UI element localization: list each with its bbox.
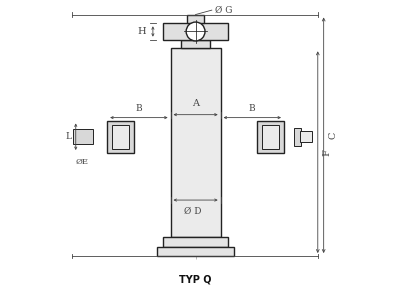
Bar [163,23,228,40]
Text: Ø D: Ø D [184,206,201,215]
Text: F: F [322,149,332,156]
Bar [157,247,234,256]
Bar [163,237,228,247]
Bar [300,131,312,142]
Text: B: B [136,104,142,113]
Text: C: C [329,132,338,139]
Text: TYP Q: TYP Q [179,274,212,285]
Text: ØE: ØE [76,158,89,166]
Bar [262,125,279,148]
Text: L: L [65,132,71,141]
Bar [170,48,221,237]
Bar [112,125,129,148]
Circle shape [186,22,205,41]
Bar [181,40,210,48]
Bar [73,129,94,144]
Text: B: B [249,104,256,113]
Bar [294,128,301,146]
Text: A: A [192,99,199,108]
Text: H: H [138,27,146,36]
Text: Ø G: Ø G [215,6,232,15]
Bar [187,15,204,23]
Bar [107,121,134,153]
Bar [258,121,284,153]
